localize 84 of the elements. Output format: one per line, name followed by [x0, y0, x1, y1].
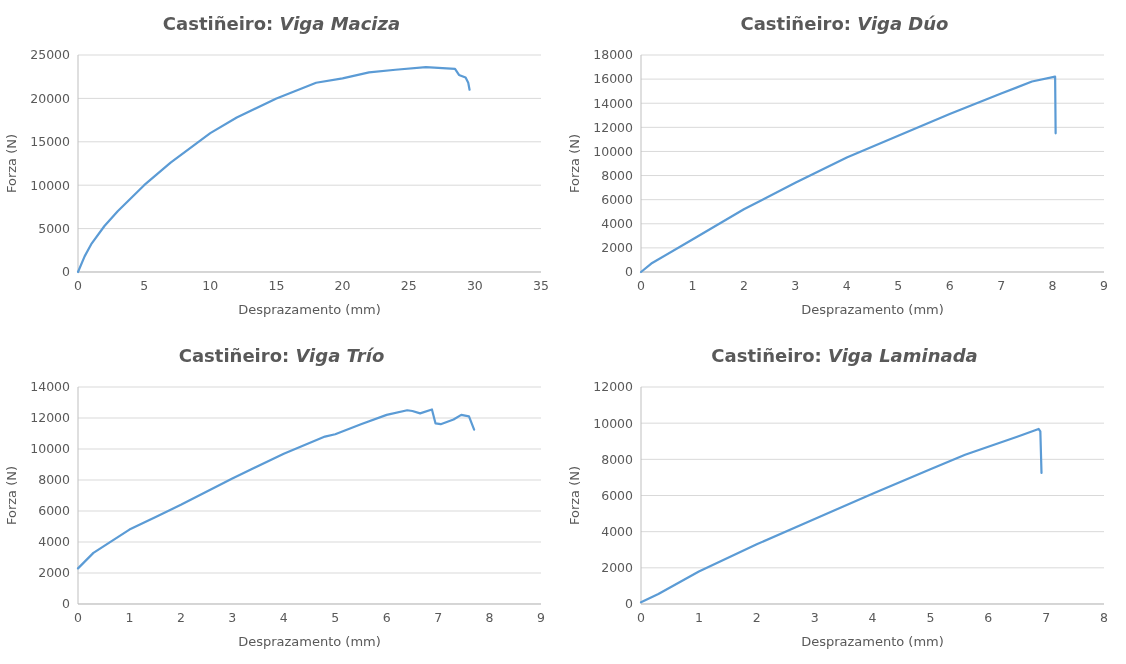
- y-tick-label: 8000: [601, 167, 634, 183]
- x-tick-label: 5: [894, 278, 903, 293]
- line-series: [639, 427, 1043, 604]
- y-tick-label: 8000: [601, 451, 634, 467]
- y-tick-label: 6000: [38, 503, 71, 519]
- y-tick-label: 14000: [30, 379, 71, 395]
- y-tick-label: 4000: [601, 524, 634, 540]
- x-tick-label: 1: [694, 610, 703, 625]
- x-tick-label: 3: [810, 610, 819, 625]
- y-tick-label: 4000: [38, 534, 71, 550]
- x-tick-label: 7: [434, 610, 443, 625]
- x-tick-label: 3: [228, 610, 237, 625]
- chart-title: Castiñeiro: Viga Maciza: [162, 13, 401, 34]
- x-tick-label: 5: [140, 278, 149, 293]
- y-tick-label: 15000: [30, 134, 71, 150]
- y-tick-label: 5000: [38, 220, 71, 236]
- x-tick-label: 0: [637, 610, 646, 625]
- x-tick-label: 6: [945, 278, 954, 293]
- x-tick-label: 6: [984, 610, 993, 625]
- y-tick-label: 12000: [593, 119, 634, 135]
- y-tick-label: 0: [62, 264, 71, 280]
- y-tick-label: 2000: [601, 560, 634, 576]
- x-tick-label: 2: [752, 610, 761, 625]
- y-tick-label: 0: [625, 264, 634, 280]
- x-tick-label: 0: [74, 610, 83, 625]
- x-tick-label: 9: [1100, 278, 1109, 293]
- chart-title: Castiñeiro: Viga Trío: [178, 345, 385, 366]
- chart-title: Castiñeiro: Viga Dúo: [740, 13, 949, 34]
- y-tick-label: 6000: [601, 487, 634, 503]
- x-tick-label: 20: [334, 278, 351, 293]
- x-tick-label: 1: [688, 278, 697, 293]
- y-tick-label: 4000: [601, 216, 634, 232]
- y-tick-label: 20000: [30, 90, 71, 106]
- x-tick-label: 9: [537, 610, 546, 625]
- y-tick-label: 18000: [593, 47, 634, 63]
- x-axis-title: Desprazamento (mm): [801, 634, 944, 649]
- y-tick-label: 10000: [30, 177, 71, 193]
- x-tick-label: 7: [997, 278, 1006, 293]
- x-tick-label: 30: [466, 278, 483, 293]
- y-tick-label: 10000: [593, 415, 634, 431]
- x-tick-label: 8: [1048, 278, 1057, 293]
- x-tick-label: 8: [485, 610, 494, 625]
- x-tick-label: 7: [1042, 610, 1051, 625]
- line-series: [76, 66, 471, 274]
- y-tick-label: 0: [62, 596, 71, 612]
- y-tick-label: 16000: [593, 71, 634, 87]
- y-axis-title: Forza (N): [567, 133, 582, 194]
- y-axis-title: Forza (N): [4, 465, 19, 526]
- y-tick-label: 12000: [593, 379, 634, 395]
- line-series: [639, 75, 1057, 274]
- x-tick-label: 2: [176, 610, 185, 625]
- y-tick-label: 25000: [30, 47, 71, 63]
- line-series: [76, 408, 476, 570]
- y-tick-label: 12000: [30, 410, 71, 426]
- x-axis-title: Desprazamento (mm): [801, 302, 944, 317]
- x-tick-label: 6: [382, 610, 391, 625]
- x-tick-label: 1: [125, 610, 134, 625]
- x-tick-label: 2: [739, 278, 748, 293]
- y-tick-label: 6000: [601, 192, 634, 208]
- chart-title: Castiñeiro: Viga Laminada: [711, 345, 978, 366]
- x-tick-label: 8: [1100, 610, 1109, 625]
- x-tick-label: 15: [268, 278, 285, 293]
- x-axis-title: Desprazamento (mm): [238, 634, 381, 649]
- y-tick-label: 10000: [593, 143, 634, 159]
- x-tick-label: 25: [400, 278, 417, 293]
- y-tick-label: 2000: [601, 240, 634, 256]
- y-axis-title: Forza (N): [567, 465, 582, 526]
- x-tick-label: 10: [202, 278, 219, 293]
- x-tick-label: 0: [74, 278, 83, 293]
- y-tick-label: 8000: [38, 472, 71, 488]
- x-tick-label: 4: [868, 610, 877, 625]
- x-tick-label: 4: [842, 278, 851, 293]
- y-tick-label: 2000: [38, 565, 71, 581]
- x-axis-title: Desprazamento (mm): [238, 302, 381, 317]
- x-tick-label: 35: [533, 278, 549, 293]
- y-axis-title: Forza (N): [4, 133, 19, 194]
- x-tick-label: 0: [637, 278, 646, 293]
- y-tick-label: 10000: [30, 441, 71, 457]
- x-tick-label: 5: [331, 610, 340, 625]
- y-tick-label: 14000: [593, 95, 634, 111]
- y-tick-label: 0: [625, 596, 634, 612]
- x-tick-label: 5: [926, 610, 935, 625]
- x-tick-label: 3: [791, 278, 800, 293]
- x-tick-label: 4: [279, 610, 288, 625]
